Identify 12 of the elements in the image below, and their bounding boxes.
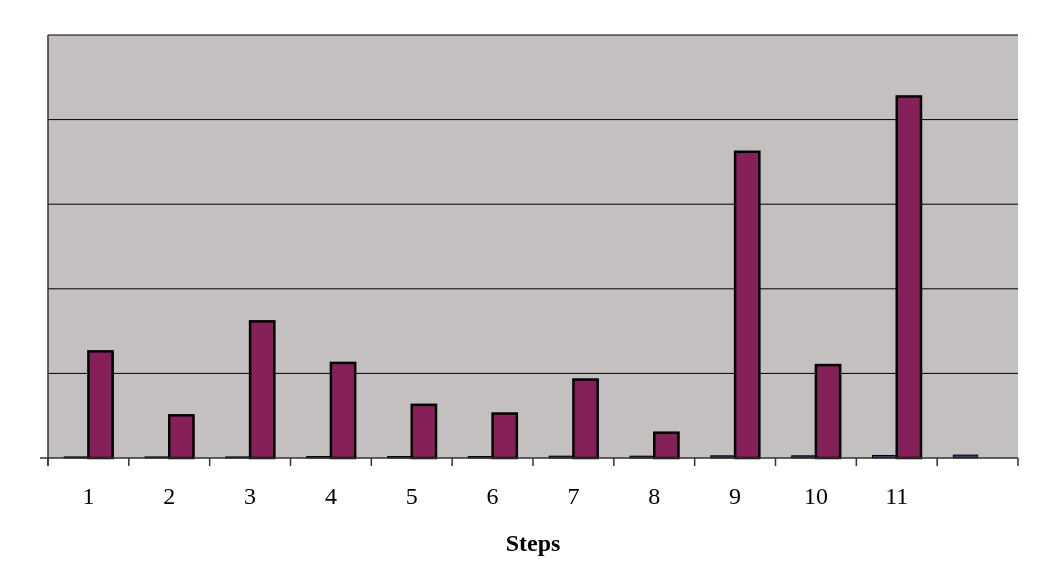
x-tick-label: 5 [405,483,418,509]
x-tick-label: 3 [244,483,257,509]
x-tick-label: 4 [324,483,337,509]
x-axis-title: Steps [505,530,561,556]
x-tick-label: 8 [648,483,661,509]
x-tick-label: 2 [163,483,176,509]
x-tick-label: 9 [729,483,742,509]
x-tick-label: 7 [567,483,580,509]
x-tick-label: 6 [486,483,499,509]
x-tick-label: 11 [885,483,909,509]
x-tick-label: 1 [82,483,95,509]
x-tick-label: 10 [803,483,828,509]
